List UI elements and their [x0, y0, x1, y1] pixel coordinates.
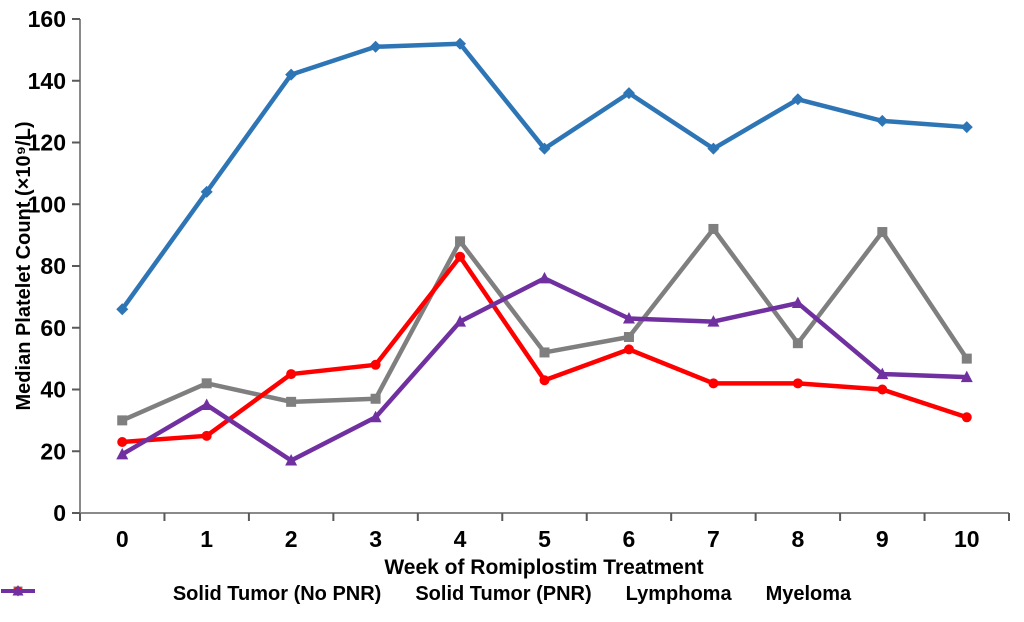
- x-tick-label: 4: [454, 526, 467, 552]
- x-tick-label: 0: [116, 526, 129, 552]
- data-point-triangle: [791, 296, 804, 309]
- data-point-diamond: [454, 37, 467, 50]
- x-tick-label: 2: [285, 526, 298, 552]
- series-line: [119, 276, 970, 463]
- x-tick-label: 6: [623, 526, 636, 552]
- y-tick-label: 80: [40, 253, 66, 279]
- data-point-diamond: [791, 93, 804, 106]
- data-point-triangle: [116, 447, 129, 460]
- series-lines: [116, 37, 973, 466]
- data-point-triangle: [200, 398, 213, 410]
- data-point-square: [961, 353, 972, 364]
- data-point-square: [623, 332, 634, 343]
- y-tick-label: 140: [28, 68, 66, 94]
- data-point-circle: [286, 369, 297, 380]
- data-point-square: [708, 223, 719, 234]
- data-point-diamond: [285, 68, 298, 81]
- series-solid-tumor-no-pnr-: [116, 37, 973, 316]
- data-point-circle: [201, 430, 212, 441]
- x-tick-label: 3: [369, 526, 382, 552]
- data-point-square: [877, 227, 888, 238]
- y-tick-label: 160: [28, 6, 66, 32]
- data-point-circle: [623, 344, 634, 355]
- data-point-square: [792, 338, 803, 349]
- data-point-diamond: [876, 114, 889, 127]
- data-point-triangle: [622, 311, 635, 324]
- data-point-circle: [117, 436, 128, 447]
- data-point-triangle: [876, 367, 889, 380]
- data-point-diamond: [622, 87, 635, 100]
- legend-item-lymphoma: Lymphoma: [1, 583, 732, 606]
- data-point-triangle: [369, 410, 382, 423]
- legend-item-myeloma: Myeloma: [1, 583, 852, 606]
- data-point-triangle: [960, 370, 973, 383]
- series-lymphoma: [117, 251, 972, 447]
- x-tick-label: 10: [954, 526, 980, 552]
- y-tick-label: 40: [40, 377, 66, 403]
- data-point-circle: [792, 378, 803, 389]
- y-tick-label: 0: [53, 500, 66, 526]
- legend-label: Myeloma: [765, 583, 852, 605]
- legend-label: Lymphoma: [625, 583, 732, 605]
- data-point-diamond: [960, 121, 973, 134]
- legend-label: Solid Tumor (No PNR): [172, 583, 382, 605]
- data-point-square: [117, 415, 128, 426]
- data-point-triangle: [454, 315, 467, 327]
- y-tick-label: 120: [28, 130, 66, 156]
- data-point-square: [455, 236, 466, 247]
- data-point-square: [201, 378, 212, 389]
- data-point-diamond: [369, 40, 382, 53]
- x-tick-label: 9: [876, 526, 889, 552]
- y-tick-label: 100: [28, 191, 66, 217]
- y-axis-title: Median Platelet Count (×10⁹/L): [13, 122, 35, 411]
- x-tick-label: 8: [791, 526, 804, 552]
- series-solid-tumor-pnr-: [117, 223, 972, 426]
- data-point-diamond: [538, 142, 551, 155]
- y-tick-label: 60: [40, 315, 66, 341]
- data-point-triangle: [12, 585, 24, 596]
- x-axis-title: Week of Romiplostim Treatment: [384, 556, 703, 579]
- data-point-diamond: [707, 142, 720, 155]
- data-point-circle: [877, 384, 888, 395]
- data-point-circle: [370, 359, 381, 370]
- x-tick-label: 7: [707, 526, 720, 552]
- data-point-triangle: [285, 454, 298, 466]
- data-point-square: [539, 347, 550, 358]
- data-point-circle: [455, 251, 466, 262]
- data-point-diamond: [200, 185, 213, 198]
- data-point-circle: [961, 412, 972, 423]
- legend-swatch-triangle-icon: [1, 585, 35, 596]
- y-tick-label: 20: [40, 438, 66, 464]
- legend-item-solid-tumor-pnr-: Solid Tumor (PNR): [1, 583, 592, 606]
- legend-item-solid-tumor-no-pnr-: Solid Tumor (No PNR): [1, 583, 382, 606]
- series-line: [119, 41, 970, 312]
- data-point-triangle: [707, 315, 720, 327]
- series-myeloma: [116, 271, 973, 466]
- data-point-circle: [708, 378, 719, 389]
- x-tick-label: 5: [538, 526, 551, 552]
- data-point-circle: [539, 375, 550, 386]
- data-point-square: [370, 393, 381, 404]
- data-point-triangle: [538, 271, 551, 284]
- legend: Solid Tumor (No PNR) Solid Tumor (PNR) Lym…: [0, 583, 1024, 606]
- data-point-diamond: [116, 303, 129, 316]
- series-line: [119, 226, 970, 423]
- legend-label: Solid Tumor (PNR): [415, 583, 592, 605]
- axes: 0 20 40 60 80 100 120 140 160 0 1 2 3 4 5 6 7 8 9 10: [28, 6, 1010, 552]
- data-point-square: [286, 396, 297, 407]
- x-tick-label: 1: [200, 526, 213, 552]
